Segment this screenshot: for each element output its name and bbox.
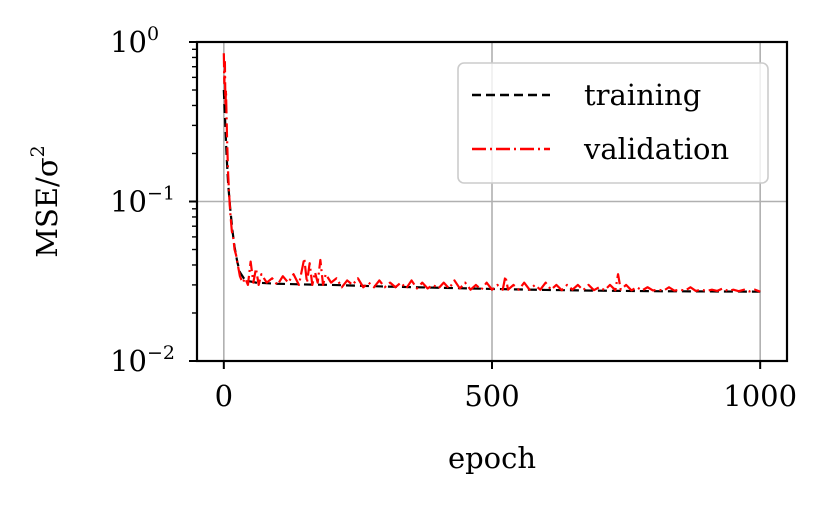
y-axis-label: MSE/σ2 <box>27 145 64 257</box>
y-tick-exponent: −2 <box>147 342 175 364</box>
legend-box <box>457 62 769 184</box>
x-tick-label: 0 <box>215 379 233 413</box>
x-axis-label: epoch <box>448 441 536 475</box>
y-axis-label-superscript: 2 <box>27 145 49 157</box>
y-tick-label: 10 <box>110 344 147 378</box>
y-axis-label-text: MSE/σ <box>30 157 64 257</box>
legend: training validation <box>457 62 769 184</box>
y-tick-exponent: −1 <box>147 183 175 205</box>
y-tick-exponent: 0 <box>147 23 159 45</box>
x-tick-label: 1000 <box>723 379 797 413</box>
series-line-validation <box>222 53 761 293</box>
legend-label-training: training <box>584 78 701 112</box>
y-tick-label: 10 <box>110 185 147 219</box>
series-lines <box>222 53 761 293</box>
legend-label-validation: validation <box>583 132 729 166</box>
x-tick-label: 500 <box>464 379 519 413</box>
y-tick-label: 10 <box>110 25 147 59</box>
